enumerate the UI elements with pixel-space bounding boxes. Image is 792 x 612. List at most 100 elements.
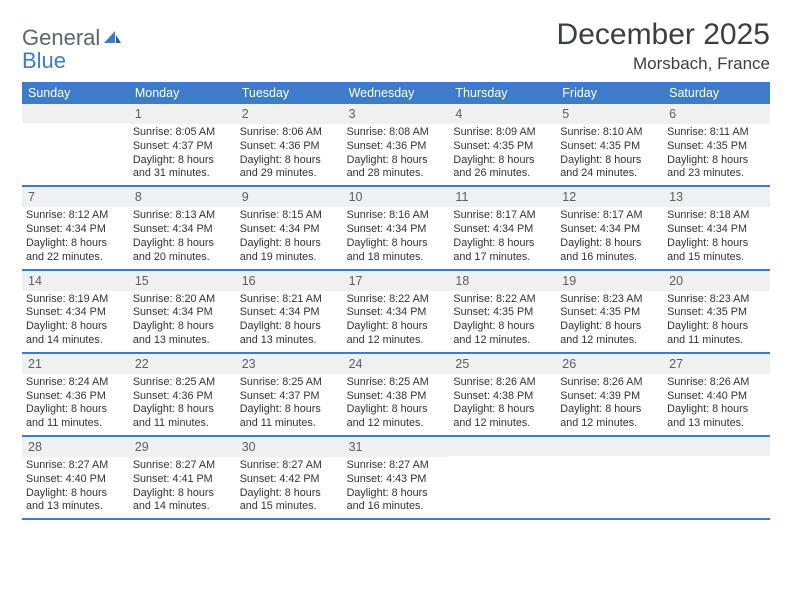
day-details: Sunrise: 8:25 AMSunset: 4:38 PMDaylight:… <box>343 374 450 435</box>
daylight-text: Daylight: 8 hours and 13 minutes. <box>240 320 339 348</box>
day-cell: 4Sunrise: 8:09 AMSunset: 4:35 PMDaylight… <box>449 104 556 185</box>
day-cell: 14Sunrise: 8:19 AMSunset: 4:34 PMDayligh… <box>22 271 129 352</box>
day-number: 20 <box>663 271 770 291</box>
daylight-text: Daylight: 8 hours and 11 minutes. <box>133 403 232 431</box>
logo-word-blue: Blue <box>22 48 66 73</box>
sunrise-text: Sunrise: 8:12 AM <box>26 209 125 223</box>
day-number: 10 <box>343 187 450 207</box>
day-details: Sunrise: 8:08 AMSunset: 4:36 PMDaylight:… <box>343 124 450 185</box>
day-cell: 18Sunrise: 8:22 AMSunset: 4:35 PMDayligh… <box>449 271 556 352</box>
sunrise-text: Sunrise: 8:27 AM <box>133 459 232 473</box>
sunrise-text: Sunrise: 8:16 AM <box>347 209 446 223</box>
sunrise-text: Sunrise: 8:11 AM <box>667 126 766 140</box>
sunset-text: Sunset: 4:37 PM <box>133 140 232 154</box>
day-cell: 12Sunrise: 8:17 AMSunset: 4:34 PMDayligh… <box>556 187 663 268</box>
daylight-text: Daylight: 8 hours and 15 minutes. <box>240 487 339 515</box>
logo-text: GeneralBlue <box>22 26 122 72</box>
day-cell: 9Sunrise: 8:15 AMSunset: 4:34 PMDaylight… <box>236 187 343 268</box>
daylight-text: Daylight: 8 hours and 16 minutes. <box>560 237 659 265</box>
day-details: Sunrise: 8:27 AMSunset: 4:43 PMDaylight:… <box>343 457 450 518</box>
day-details: Sunrise: 8:21 AMSunset: 4:34 PMDaylight:… <box>236 291 343 352</box>
day-cell: 6Sunrise: 8:11 AMSunset: 4:35 PMDaylight… <box>663 104 770 185</box>
sunset-text: Sunset: 4:39 PM <box>560 390 659 404</box>
day-number: 8 <box>129 187 236 207</box>
day-number: 2 <box>236 104 343 124</box>
sunset-text: Sunset: 4:34 PM <box>667 223 766 237</box>
daylight-text: Daylight: 8 hours and 19 minutes. <box>240 237 339 265</box>
sunset-text: Sunset: 4:36 PM <box>133 390 232 404</box>
day-details: Sunrise: 8:18 AMSunset: 4:34 PMDaylight:… <box>663 207 770 268</box>
sunset-text: Sunset: 4:35 PM <box>453 140 552 154</box>
day-number: 15 <box>129 271 236 291</box>
day-details: Sunrise: 8:11 AMSunset: 4:35 PMDaylight:… <box>663 124 770 185</box>
daylight-text: Daylight: 8 hours and 29 minutes. <box>240 154 339 182</box>
sunrise-text: Sunrise: 8:09 AM <box>453 126 552 140</box>
sunset-text: Sunset: 4:42 PM <box>240 473 339 487</box>
weekday-header: Tuesday <box>236 82 343 104</box>
day-number: 13 <box>663 187 770 207</box>
sunrise-text: Sunrise: 8:25 AM <box>240 376 339 390</box>
day-cell: 21Sunrise: 8:24 AMSunset: 4:36 PMDayligh… <box>22 354 129 435</box>
day-cell: 25Sunrise: 8:26 AMSunset: 4:38 PMDayligh… <box>449 354 556 435</box>
sunset-text: Sunset: 4:34 PM <box>240 306 339 320</box>
daylight-text: Daylight: 8 hours and 13 minutes. <box>133 320 232 348</box>
day-number: 25 <box>449 354 556 374</box>
daylight-text: Daylight: 8 hours and 12 minutes. <box>453 403 552 431</box>
location-label: Morsbach, France <box>557 54 770 74</box>
day-details: Sunrise: 8:24 AMSunset: 4:36 PMDaylight:… <box>22 374 129 435</box>
sunset-text: Sunset: 4:41 PM <box>133 473 232 487</box>
day-cell: 23Sunrise: 8:25 AMSunset: 4:37 PMDayligh… <box>236 354 343 435</box>
day-number: 14 <box>22 271 129 291</box>
calendar-page: GeneralBlue December 2025 Morsbach, Fran… <box>0 0 792 538</box>
day-number: 22 <box>129 354 236 374</box>
daylight-text: Daylight: 8 hours and 12 minutes. <box>347 320 446 348</box>
day-cell: 29Sunrise: 8:27 AMSunset: 4:41 PMDayligh… <box>129 437 236 518</box>
brand-logo: GeneralBlue <box>22 18 122 72</box>
day-cell: 10Sunrise: 8:16 AMSunset: 4:34 PMDayligh… <box>343 187 450 268</box>
sunrise-text: Sunrise: 8:22 AM <box>453 293 552 307</box>
day-cell: 7Sunrise: 8:12 AMSunset: 4:34 PMDaylight… <box>22 187 129 268</box>
day-number: 28 <box>22 437 129 457</box>
day-details: Sunrise: 8:27 AMSunset: 4:42 PMDaylight:… <box>236 457 343 518</box>
day-details: Sunrise: 8:23 AMSunset: 4:35 PMDaylight:… <box>663 291 770 352</box>
weekday-header: Thursday <box>449 82 556 104</box>
sunrise-text: Sunrise: 8:23 AM <box>560 293 659 307</box>
sunrise-text: Sunrise: 8:15 AM <box>240 209 339 223</box>
daylight-text: Daylight: 8 hours and 14 minutes. <box>133 487 232 515</box>
day-details: Sunrise: 8:23 AMSunset: 4:35 PMDaylight:… <box>556 291 663 352</box>
daylight-text: Daylight: 8 hours and 22 minutes. <box>26 237 125 265</box>
week-row: 7Sunrise: 8:12 AMSunset: 4:34 PMDaylight… <box>22 187 770 270</box>
sunset-text: Sunset: 4:35 PM <box>560 306 659 320</box>
day-cell: 24Sunrise: 8:25 AMSunset: 4:38 PMDayligh… <box>343 354 450 435</box>
sunrise-text: Sunrise: 8:25 AM <box>133 376 232 390</box>
daylight-text: Daylight: 8 hours and 11 minutes. <box>667 320 766 348</box>
sunrise-text: Sunrise: 8:25 AM <box>347 376 446 390</box>
day-details: Sunrise: 8:26 AMSunset: 4:39 PMDaylight:… <box>556 374 663 435</box>
day-details: Sunrise: 8:16 AMSunset: 4:34 PMDaylight:… <box>343 207 450 268</box>
daylight-text: Daylight: 8 hours and 13 minutes. <box>26 487 125 515</box>
day-number: 31 <box>343 437 450 457</box>
day-number: 5 <box>556 104 663 124</box>
sunset-text: Sunset: 4:40 PM <box>26 473 125 487</box>
day-number: 12 <box>556 187 663 207</box>
sunset-text: Sunset: 4:34 PM <box>453 223 552 237</box>
sunrise-text: Sunrise: 8:21 AM <box>240 293 339 307</box>
calendar-grid: Sunday Monday Tuesday Wednesday Thursday… <box>22 82 770 520</box>
day-cell: 20Sunrise: 8:23 AMSunset: 4:35 PMDayligh… <box>663 271 770 352</box>
empty-day-header <box>22 104 129 123</box>
sunrise-text: Sunrise: 8:13 AM <box>133 209 232 223</box>
sunset-text: Sunset: 4:34 PM <box>240 223 339 237</box>
sunrise-text: Sunrise: 8:27 AM <box>26 459 125 473</box>
daylight-text: Daylight: 8 hours and 13 minutes. <box>667 403 766 431</box>
daylight-text: Daylight: 8 hours and 24 minutes. <box>560 154 659 182</box>
day-cell: 30Sunrise: 8:27 AMSunset: 4:42 PMDayligh… <box>236 437 343 518</box>
day-cell: 28 Sunrise: 8:27 AMSunset: 4:40 PMDayligh… <box>22 437 129 518</box>
day-details: Sunrise: 8:27 AMSunset: 4:41 PMDaylight:… <box>129 457 236 518</box>
day-cell <box>556 437 663 518</box>
sunrise-text: Sunrise: 8:26 AM <box>560 376 659 390</box>
day-details: Sunrise: 8:25 AMSunset: 4:36 PMDaylight:… <box>129 374 236 435</box>
day-cell: 19Sunrise: 8:23 AMSunset: 4:35 PMDayligh… <box>556 271 663 352</box>
day-cell: 27Sunrise: 8:26 AMSunset: 4:40 PMDayligh… <box>663 354 770 435</box>
day-details: Sunrise: 8:09 AMSunset: 4:35 PMDaylight:… <box>449 124 556 185</box>
day-details: Sunrise: 8:17 AMSunset: 4:34 PMDaylight:… <box>556 207 663 268</box>
